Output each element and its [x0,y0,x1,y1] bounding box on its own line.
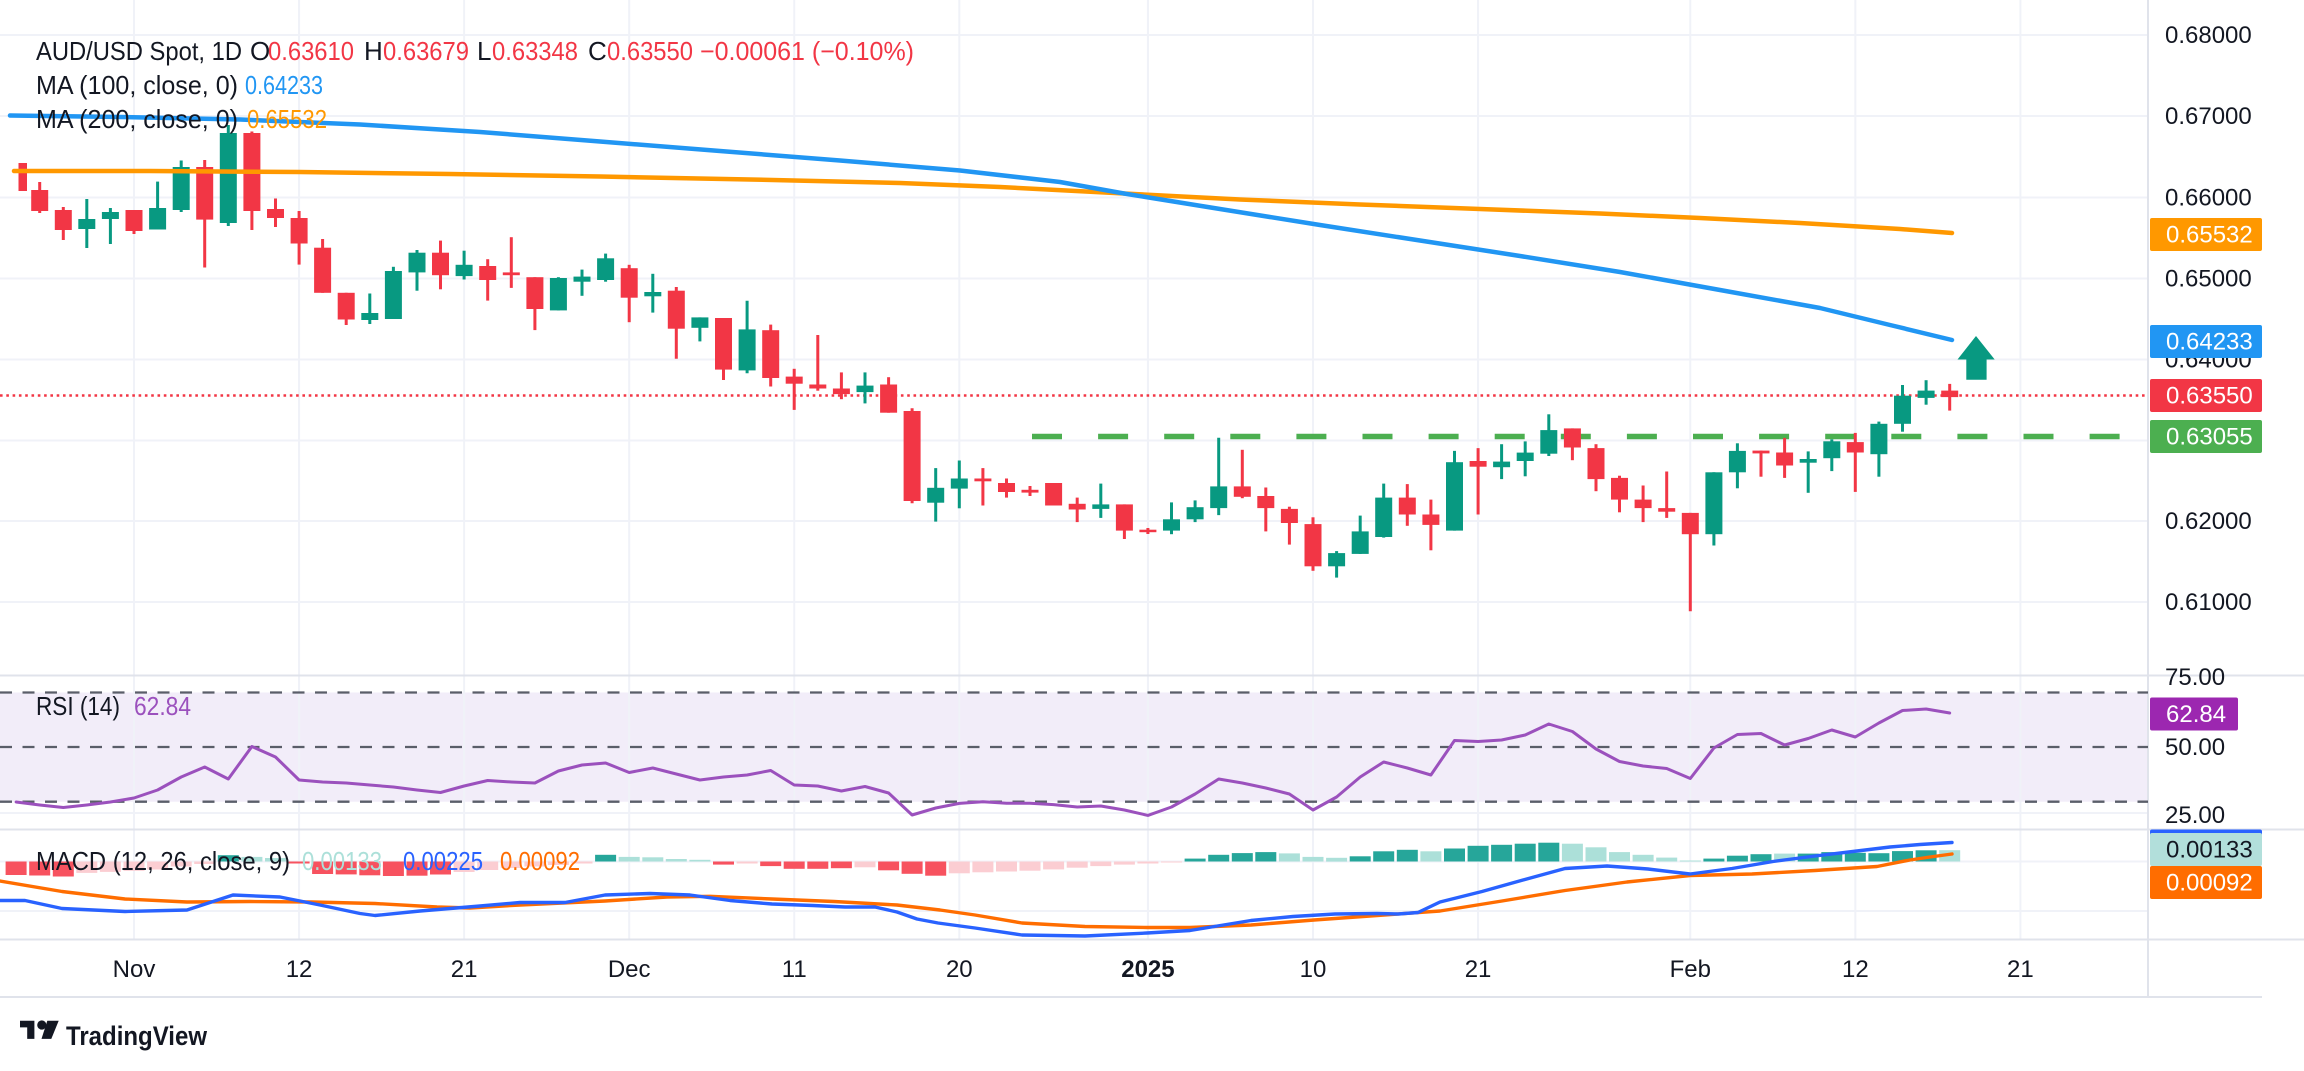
svg-text:O: O [250,36,270,66]
svg-text:MACD (12, 26, close, 9): MACD (12, 26, close, 9) [36,846,290,876]
svg-text:0.00133: 0.00133 [302,846,382,876]
svg-text:0.63550: 0.63550 [2166,383,2253,410]
svg-text:Feb: Feb [1670,956,1711,983]
svg-text:21: 21 [451,956,478,983]
svg-text:H: H [364,36,383,66]
svg-text:2025: 2025 [1121,956,1174,983]
svg-text:RSI (14): RSI (14) [36,691,120,721]
svg-text:0.00133: 0.00133 [2166,837,2253,864]
svg-text:L: L [477,36,491,66]
svg-text:0.63348: 0.63348 [492,36,578,66]
svg-text:0.00092: 0.00092 [500,846,580,876]
svg-text:Nov: Nov [113,956,156,983]
svg-text:TradingView: TradingView [66,1021,208,1051]
svg-text:0.64233: 0.64233 [245,70,323,100]
svg-text:0.65532: 0.65532 [2166,222,2253,249]
svg-text:0.00225: 0.00225 [403,846,483,876]
svg-text:25.00: 25.00 [2165,802,2225,829]
svg-text:12: 12 [1842,956,1869,983]
svg-text:10: 10 [1300,956,1327,983]
svg-text:11: 11 [782,956,807,983]
svg-text:0.65532: 0.65532 [247,104,327,134]
svg-text:Dec: Dec [608,956,651,983]
svg-text:0.62000: 0.62000 [2165,508,2252,535]
svg-text:0.63610: 0.63610 [268,36,354,66]
svg-text:21: 21 [1465,956,1492,983]
svg-text:50.00: 50.00 [2165,734,2225,761]
svg-text:75.00: 75.00 [2165,664,2225,691]
svg-text:−0.00061 (−0.10%): −0.00061 (−0.10%) [700,36,914,66]
svg-text:0.61000: 0.61000 [2165,589,2252,616]
svg-text:20: 20 [946,956,973,983]
svg-text:MA (200, close, 0): MA (200, close, 0) [36,104,238,134]
svg-text:62.84: 62.84 [134,691,191,721]
svg-text:0.63550: 0.63550 [607,36,693,66]
svg-text:C: C [588,36,607,66]
svg-text:0.63679: 0.63679 [383,36,469,66]
svg-text:AUD/USD Spot, 1D: AUD/USD Spot, 1D [36,36,242,66]
svg-text:0.00092: 0.00092 [2166,870,2253,897]
svg-text:12: 12 [286,956,313,983]
svg-text:0.65000: 0.65000 [2165,266,2252,293]
svg-text:0.68000: 0.68000 [2165,22,2252,49]
svg-text:MA (100, close, 0): MA (100, close, 0) [36,70,238,100]
svg-text:0.67000: 0.67000 [2165,103,2252,130]
svg-text:0.64233: 0.64233 [2166,329,2253,356]
svg-text:0.63055: 0.63055 [2166,424,2253,451]
svg-text:21: 21 [2007,956,2034,983]
svg-text:62.84: 62.84 [2166,701,2226,728]
svg-text:0.66000: 0.66000 [2165,185,2252,212]
